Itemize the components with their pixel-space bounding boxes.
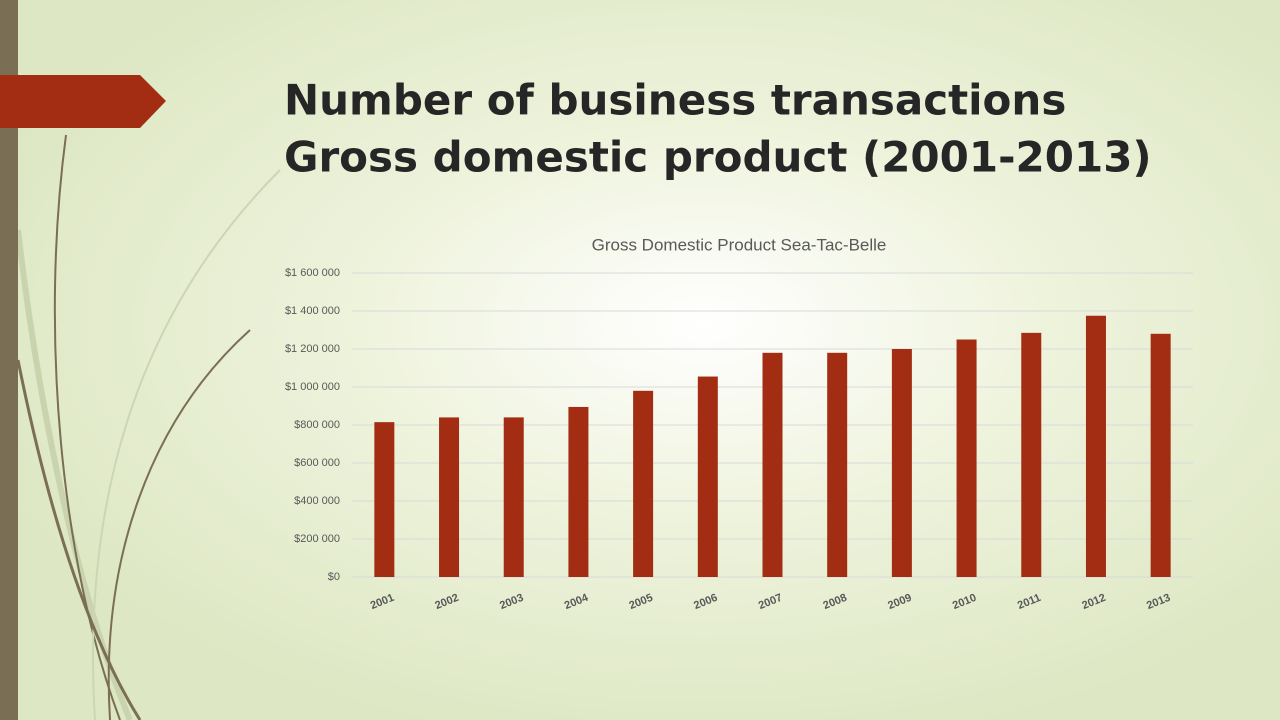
curve <box>53 134 121 720</box>
bar <box>1085 315 1106 577</box>
y-tick-label: $800 000 <box>294 419 340 431</box>
curve <box>16 359 142 720</box>
side-bar <box>0 0 18 720</box>
bar <box>439 417 460 577</box>
bar <box>956 339 977 577</box>
bar <box>503 417 524 577</box>
y-tick-label: $600 000 <box>294 457 340 469</box>
chart-title: Gross Domestic Product Sea-Tac-Belle <box>592 235 887 254</box>
y-tick-label: $1 600 000 <box>285 267 340 279</box>
decorative-curves <box>15 134 281 720</box>
bar <box>891 349 912 577</box>
bar <box>1021 332 1042 577</box>
bar <box>827 352 848 577</box>
y-tick-label: $400 000 <box>294 495 340 507</box>
slide-title: Number of business transactions <box>284 76 1066 125</box>
bar <box>1150 333 1171 577</box>
curve <box>107 329 251 720</box>
bar <box>762 352 783 577</box>
y-tick-label: $1 000 000 <box>285 381 340 393</box>
title-arrow <box>0 75 166 128</box>
curve <box>92 169 281 720</box>
bar <box>697 376 718 577</box>
slide-title: Gross domestic product (2001-2013) <box>284 133 1152 182</box>
y-tick-label: $1 400 000 <box>285 305 340 317</box>
bar <box>374 422 395 577</box>
y-tick-label: $1 200 000 <box>285 343 340 355</box>
bar <box>568 406 589 577</box>
y-tick-label: $200 000 <box>294 533 340 545</box>
plot: $0 $200 000 $400 000 $600 000 $800 000 $1 000… <box>285 267 1193 612</box>
bar <box>633 390 654 577</box>
y-tick-label: $0 <box>328 571 340 583</box>
